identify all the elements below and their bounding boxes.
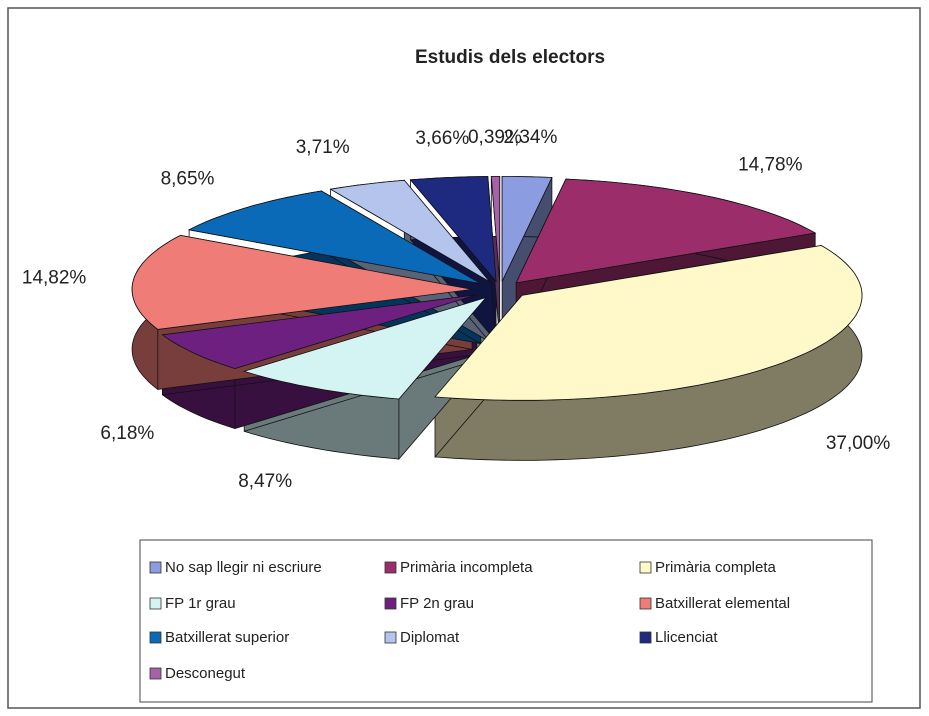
slice: [187, 190, 481, 285]
legend-swatch: [149, 631, 162, 644]
slice: [409, 176, 497, 283]
legend-swatch: [384, 597, 397, 610]
slice: [242, 296, 488, 400]
legend-label: Llicenciat: [655, 629, 718, 646]
slice: [434, 245, 863, 401]
legend-label: Primària incompleta: [400, 559, 533, 576]
slice: [490, 176, 501, 282]
slice: [329, 179, 491, 283]
legend-label: Desconegut: [165, 665, 246, 682]
data-label: 0,39%: [468, 127, 522, 148]
data-label: 6,18%: [100, 423, 154, 444]
legend-swatch: [384, 631, 397, 644]
slice: [131, 234, 473, 330]
legend-box: [139, 539, 873, 703]
legend-label: No sap llegir ni escriure: [165, 559, 322, 576]
legend-label: Batxillerat elemental: [655, 595, 790, 612]
data-label: 37,00%: [826, 433, 891, 454]
data-label: 2,34%: [504, 127, 558, 148]
legend-swatch: [149, 597, 162, 610]
chart-title: Estudis dels electors: [415, 47, 605, 68]
data-label: 3,71%: [296, 137, 350, 158]
legend-label: Diplomat: [400, 629, 460, 646]
slice: [501, 176, 553, 282]
legend-label: Batxillerat superior: [165, 629, 289, 646]
legend-swatch: [149, 561, 162, 574]
legend-swatch: [149, 667, 162, 680]
legend-swatch: [639, 631, 652, 644]
data-label: 8,47%: [238, 471, 292, 492]
legend-swatch: [639, 561, 652, 574]
legend-swatch: [384, 561, 397, 574]
slice: [515, 178, 817, 284]
slice: [161, 294, 477, 370]
legend-label: FP 1r grau: [165, 595, 236, 612]
data-label: 3,66%: [415, 128, 469, 149]
legend-swatch: [639, 597, 652, 610]
data-label: 14,82%: [22, 268, 87, 289]
data-label: 14,78%: [738, 154, 803, 175]
legend-label: Primària completa: [655, 559, 777, 576]
legend-label: FP 2n grau: [400, 595, 474, 612]
data-label: 8,65%: [161, 169, 215, 190]
